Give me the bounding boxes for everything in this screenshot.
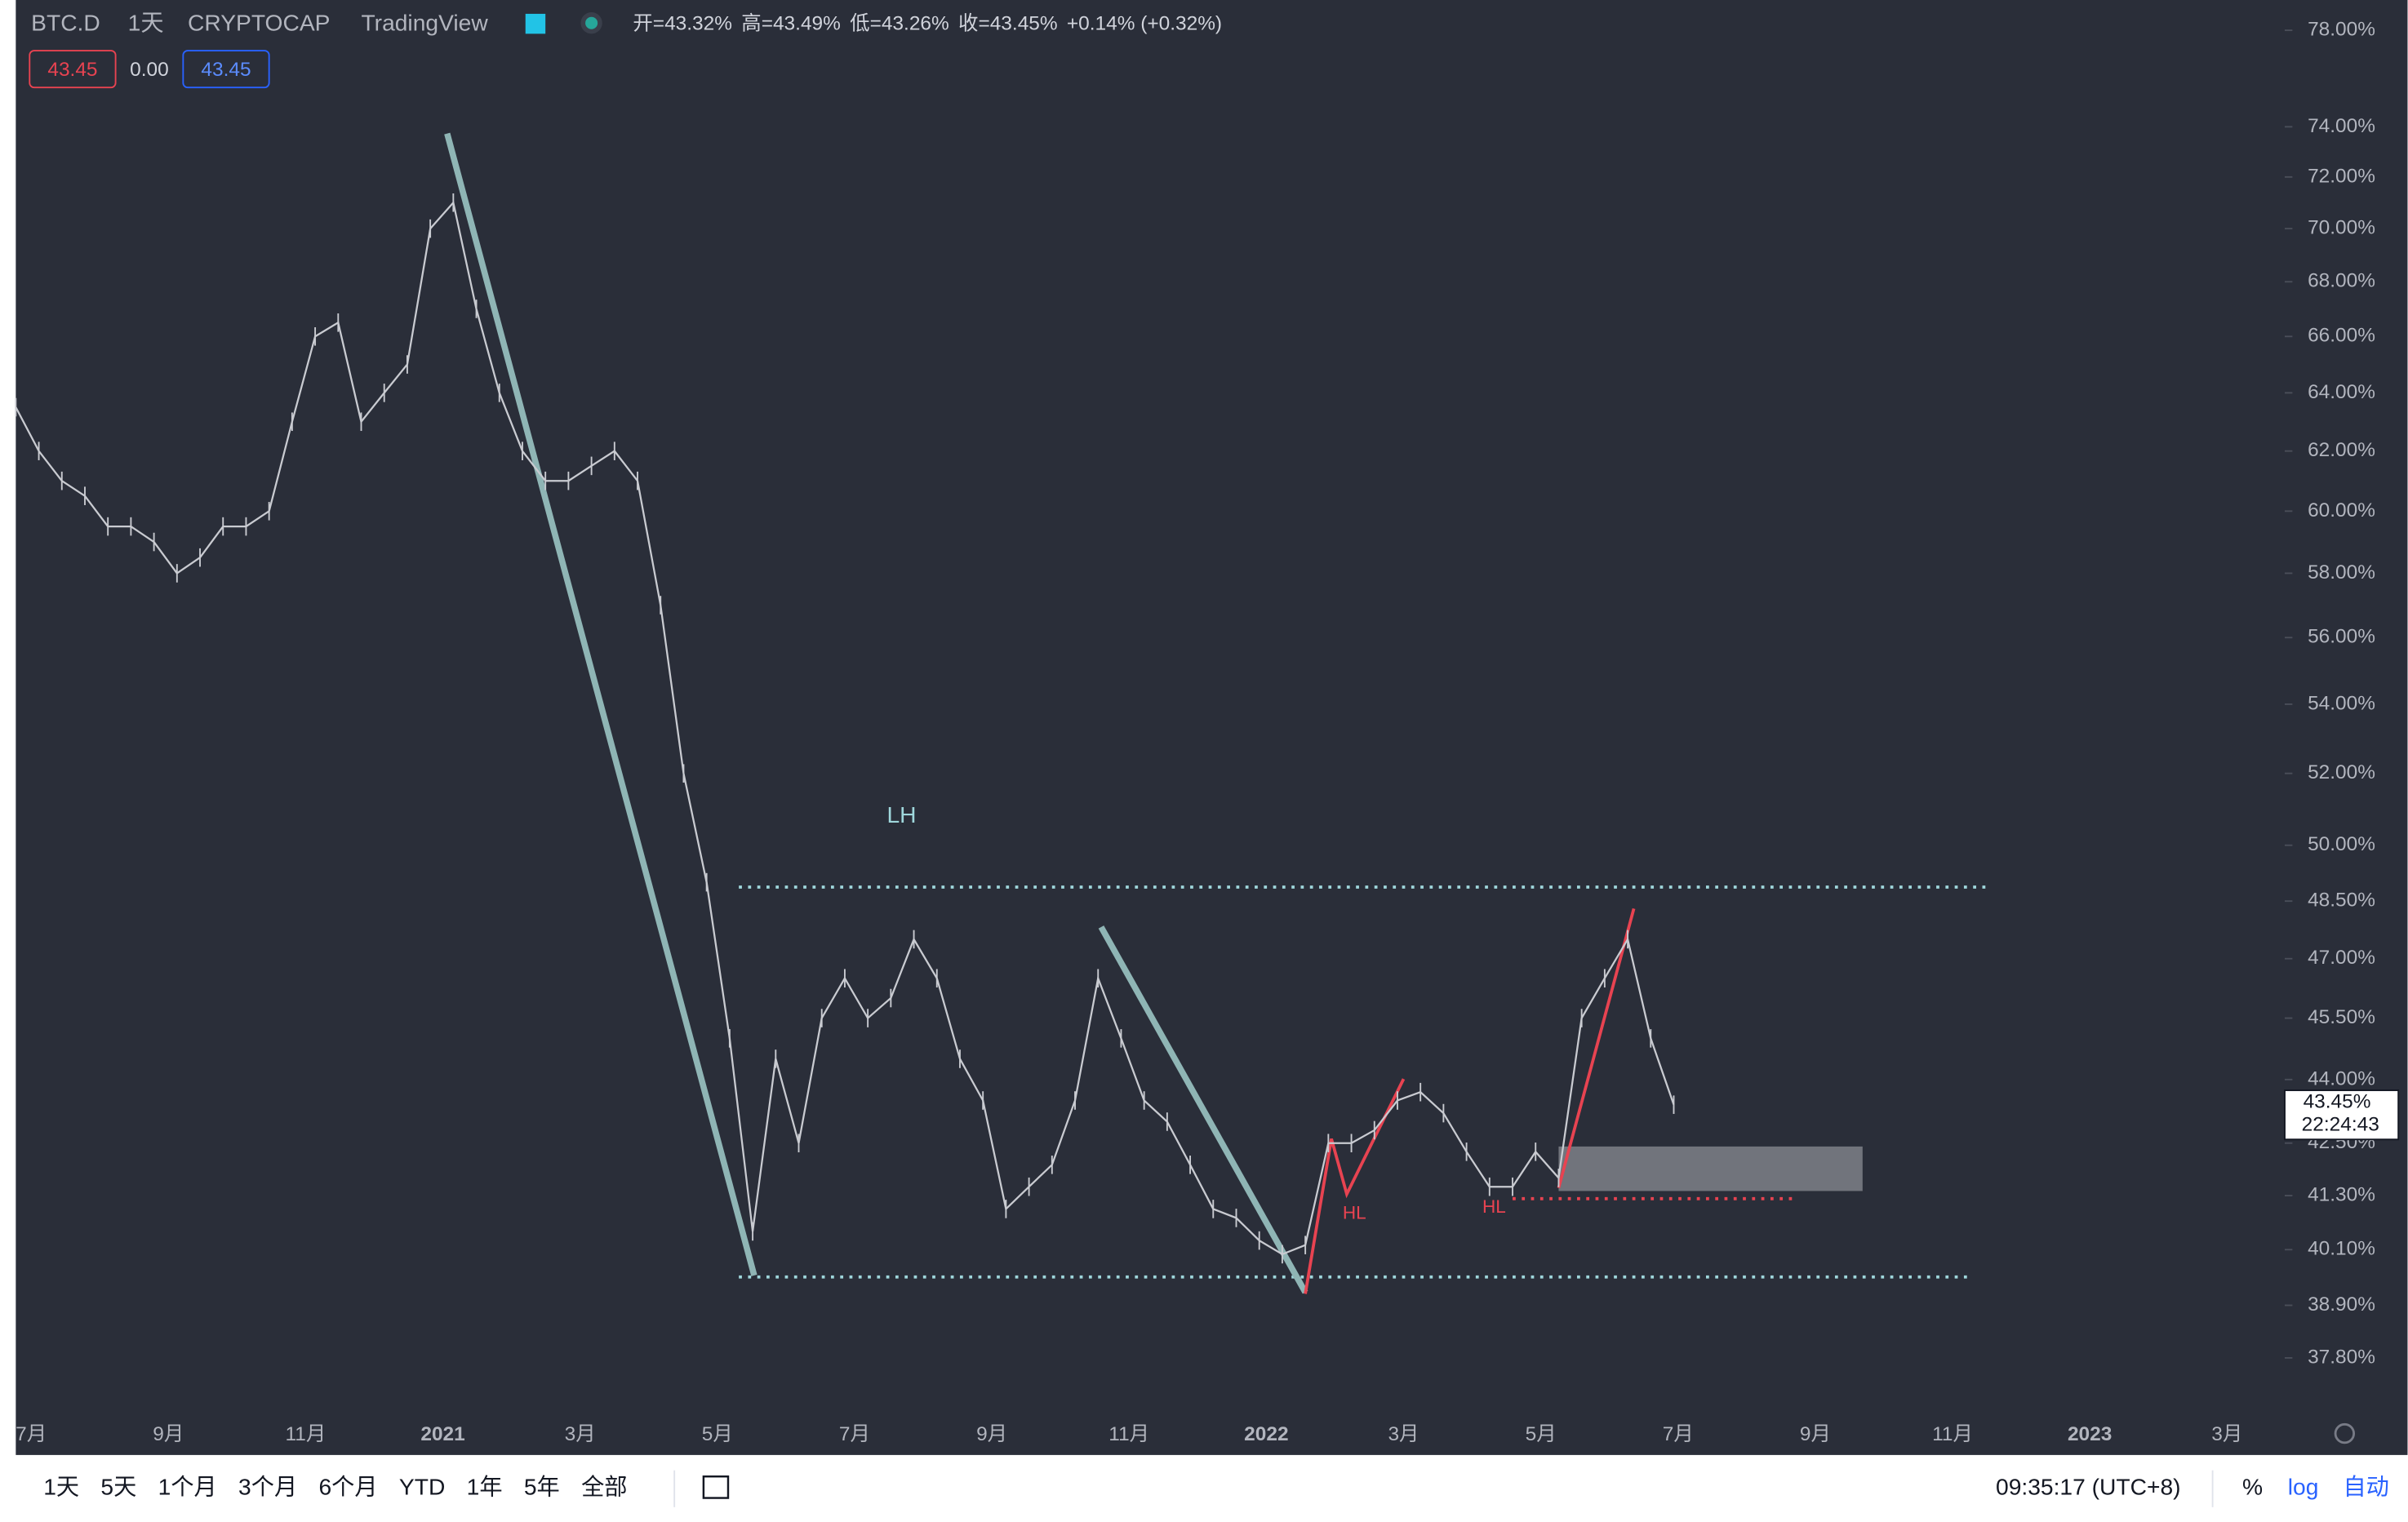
price-line: [15, 200, 1675, 1256]
price-tag-label: 43.45%: [2304, 1091, 2371, 1113]
drawings: [444, 132, 1988, 1294]
x-tick-label: 9月: [153, 1423, 184, 1445]
x-tick-label: 11月: [1108, 1423, 1149, 1445]
auto-toggle[interactable]: 自动: [2343, 1474, 2388, 1500]
range-button[interactable]: 1个月: [158, 1474, 217, 1500]
ohlc-value: 收=43.45%: [958, 12, 1058, 35]
red-line: [1557, 907, 1636, 1189]
range-button[interactable]: 5天: [100, 1474, 136, 1500]
range-button[interactable]: 5年: [524, 1474, 560, 1500]
ohlc-value: +0.14% (+0.32%): [1067, 13, 1222, 35]
range-button[interactable]: 1天: [43, 1474, 79, 1500]
x-tick-label: 5月: [1526, 1423, 1557, 1445]
ohlc-value: 低=43.26%: [850, 12, 949, 35]
y-tick-label: 56.00%: [2308, 626, 2375, 648]
y-tick-label: 38.90%: [2308, 1293, 2375, 1316]
x-tick-label: 2023: [2068, 1423, 2112, 1445]
y-tick-label: 50.00%: [2308, 833, 2375, 855]
y-tick-label: 60.00%: [2308, 499, 2375, 521]
percent-toggle[interactable]: %: [2242, 1474, 2263, 1500]
trend-line: [444, 132, 757, 1276]
y-tick-label: 44.00%: [2308, 1067, 2375, 1089]
status-dot: [585, 16, 598, 29]
annotation: LH: [886, 801, 916, 828]
settings-icon[interactable]: [2334, 1422, 2356, 1444]
date-range-icon[interactable]: [702, 1475, 730, 1499]
box-value: 0.00: [130, 59, 169, 81]
chart-bg: [16, 0, 2408, 1455]
y-tick-label: 54.00%: [2308, 692, 2375, 714]
x-tick-label: 3月: [1388, 1423, 1419, 1445]
y-tick-label: 68.00%: [2308, 270, 2375, 292]
range-button[interactable]: 1年: [467, 1474, 503, 1500]
y-tick-label: 66.00%: [2308, 325, 2375, 347]
range-button[interactable]: YTD: [399, 1474, 445, 1500]
clock: 09:35:17 (UTC+8): [1996, 1474, 2181, 1500]
x-tick-label: 2021: [420, 1423, 464, 1445]
y-tick-label: 72.00%: [2308, 165, 2375, 187]
annotation: HL: [1343, 1203, 1366, 1223]
annotation: HL: [1482, 1196, 1506, 1217]
x-tick-label: 9月: [976, 1423, 1007, 1445]
box-value: 43.45: [47, 59, 97, 81]
price-tag: [2284, 1089, 2400, 1141]
y-tick-label: 58.00%: [2308, 561, 2375, 584]
ohlc-value: 开=43.32%: [633, 13, 732, 35]
log-toggle[interactable]: log: [2288, 1474, 2319, 1500]
y-tick-label: 70.00%: [2308, 217, 2375, 239]
range-button[interactable]: 3个月: [238, 1474, 297, 1500]
y-tick-label: 41.30%: [2308, 1183, 2375, 1205]
range-button[interactable]: 全部: [581, 1474, 627, 1500]
y-tick-label: 52.00%: [2308, 761, 2375, 783]
box: [182, 50, 270, 89]
x-tick-label: 11月: [286, 1423, 327, 1445]
x-tick-label: 7月: [839, 1423, 870, 1445]
countdown: 22:24:43: [2302, 1114, 2379, 1136]
x-tick-label: 9月: [1800, 1423, 1831, 1445]
flag-icon[interactable]: [525, 13, 546, 34]
y-tick-label: 48.50%: [2308, 890, 2375, 912]
y-tick-label: 78.00%: [2308, 19, 2375, 41]
box-value: 43.45: [201, 59, 251, 81]
y-tick-label: 45.50%: [2308, 1006, 2375, 1028]
x-tick-label: 11月: [1932, 1423, 1973, 1445]
source: TradingView: [362, 10, 489, 36]
trend-line: [1098, 925, 1308, 1294]
y-tick-label: 40.10%: [2308, 1238, 2375, 1260]
box: [29, 50, 117, 89]
y-tick-label: 37.80%: [2308, 1346, 2375, 1368]
symbol: BTC.D: [31, 10, 100, 36]
interval: 1天: [128, 10, 164, 36]
ohlc-value: 高=43.49%: [741, 12, 841, 35]
zone: [1558, 1146, 1863, 1191]
x-tick-label: 3月: [565, 1423, 596, 1445]
y-tick-label: 47.00%: [2308, 947, 2375, 969]
x-tick-label: 7月: [16, 1423, 47, 1445]
x-tick-label: 3月: [2211, 1423, 2242, 1445]
x-tick-label: 7月: [1663, 1423, 1694, 1445]
exchange: CRYPTOCAP: [188, 10, 331, 36]
y-tick-label: 74.00%: [2308, 115, 2375, 137]
y-tick-label: 64.00%: [2308, 381, 2375, 403]
x-tick-label: 5月: [702, 1423, 733, 1445]
toolbar-bg: [16, 1456, 2408, 1518]
y-tick-label: 62.00%: [2308, 439, 2375, 461]
x-tick-label: 2022: [1244, 1423, 1288, 1445]
range-button[interactable]: 6个月: [318, 1474, 377, 1500]
